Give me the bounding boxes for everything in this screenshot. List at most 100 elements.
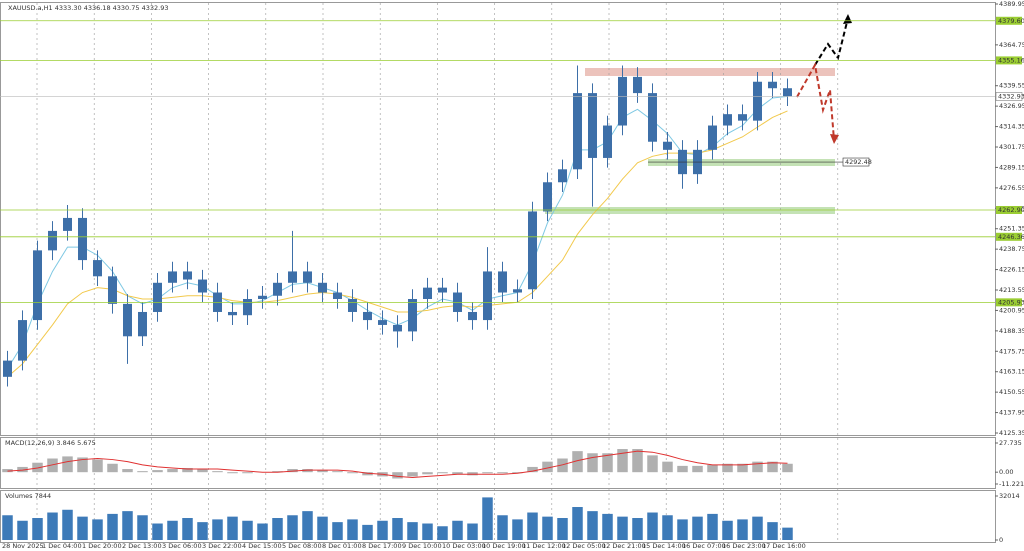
candle-body bbox=[168, 271, 177, 283]
volume-bar bbox=[542, 516, 553, 540]
y-tick-label: 4301.75 bbox=[999, 143, 1024, 151]
volume-bar bbox=[332, 522, 343, 540]
volume-bar bbox=[137, 515, 148, 540]
volume-bar bbox=[602, 513, 613, 540]
x-tick-label: 11 Dec 12:00 bbox=[522, 542, 566, 550]
candle-body bbox=[18, 320, 27, 361]
macd-bar bbox=[2, 469, 13, 473]
volume-bar bbox=[647, 512, 658, 540]
volume-bar bbox=[752, 516, 763, 540]
y-tick-label: 4125.35 bbox=[999, 429, 1024, 437]
candle-body bbox=[123, 303, 132, 337]
volume-bar bbox=[32, 518, 43, 540]
macd-bar bbox=[77, 457, 88, 473]
volume-bar bbox=[467, 523, 478, 540]
volume-bar bbox=[767, 522, 778, 540]
arrow-head bbox=[843, 14, 852, 24]
level-label: 4246.36 bbox=[998, 233, 1024, 241]
candle-body bbox=[498, 271, 507, 293]
candle-body bbox=[393, 324, 402, 332]
y-tick-label: 4389.95 bbox=[999, 0, 1024, 8]
candle-body bbox=[228, 311, 237, 316]
volume-bar bbox=[362, 524, 373, 540]
macd-bar bbox=[617, 449, 628, 473]
macd-bar bbox=[482, 472, 493, 474]
volume-bar bbox=[392, 518, 403, 540]
volume-bar bbox=[62, 509, 73, 540]
y-tick-label: 4188.35 bbox=[999, 327, 1024, 335]
macd-bar bbox=[422, 472, 433, 475]
y-tick-label: 4326.95 bbox=[999, 102, 1024, 110]
macd-bar bbox=[302, 469, 313, 473]
x-tick-label: 10 Dec 03:00 bbox=[442, 542, 486, 550]
y-tick-label: 0.00 bbox=[999, 468, 1013, 476]
volume-bar bbox=[722, 520, 733, 540]
y-tick-label: 4289.15 bbox=[999, 163, 1024, 171]
macd-bar bbox=[467, 472, 478, 476]
macd-bar bbox=[287, 469, 298, 473]
candle-body bbox=[543, 182, 552, 212]
x-tick-label: 12 Dec 21:00 bbox=[602, 542, 646, 550]
candle-body bbox=[738, 114, 747, 121]
candle-body bbox=[438, 287, 447, 293]
arrow-head bbox=[830, 134, 839, 144]
volume-bar bbox=[182, 518, 193, 540]
y-tick-label: 4251.35 bbox=[999, 225, 1024, 233]
candle-body bbox=[468, 311, 477, 321]
candle-body bbox=[378, 320, 387, 325]
x-tick-label: 8 Dec 17:00 bbox=[362, 542, 402, 550]
macd-bar bbox=[62, 456, 73, 473]
y-tick-label: 4175.75 bbox=[999, 347, 1024, 355]
y-tick-label: 32014 bbox=[999, 492, 1020, 500]
candle-body bbox=[183, 271, 192, 280]
annotation-label: 4292.48 bbox=[845, 158, 872, 166]
macd-bar bbox=[497, 472, 508, 474]
candle-body bbox=[423, 287, 432, 299]
volume-bar bbox=[257, 523, 268, 540]
candle-body bbox=[768, 81, 777, 89]
x-tick-label: 8 Dec 01:00 bbox=[322, 542, 362, 550]
x-tick-label: 1 Dec 04:00 bbox=[42, 542, 82, 550]
x-tick-label: 4 Dec 15:00 bbox=[242, 542, 282, 550]
candle-body bbox=[288, 271, 297, 283]
candle-body bbox=[408, 298, 417, 332]
x-tick-label: 3 Dec 22:00 bbox=[202, 542, 242, 550]
volume-bar bbox=[197, 522, 208, 540]
candle-body bbox=[663, 141, 672, 150]
macd-bar bbox=[122, 469, 133, 473]
macd-bar bbox=[782, 463, 793, 473]
y-tick-label: 4200.95 bbox=[999, 306, 1024, 314]
current-price-label: 4332.93 bbox=[998, 92, 1024, 100]
current-price-bg bbox=[995, 92, 1023, 101]
candle-body bbox=[603, 125, 612, 158]
y-tick-label: 4226.15 bbox=[999, 266, 1024, 274]
volume-bar bbox=[107, 513, 118, 540]
y-tick-label: 4364.75 bbox=[999, 41, 1024, 49]
macd-bar bbox=[362, 472, 373, 476]
macd-bar bbox=[92, 459, 103, 473]
volume-bar bbox=[17, 520, 28, 540]
macd-bar bbox=[632, 449, 643, 473]
candle-body bbox=[753, 81, 762, 121]
volume-bar bbox=[122, 511, 133, 540]
macd-bar bbox=[707, 464, 718, 473]
volume-bar bbox=[512, 519, 523, 540]
candle-body bbox=[48, 230, 57, 251]
level-label-bg bbox=[996, 298, 1022, 307]
volume-bar bbox=[572, 507, 583, 540]
macd-bar bbox=[557, 458, 568, 473]
macd-bar bbox=[752, 461, 763, 473]
macd-bar bbox=[17, 466, 28, 473]
volume-bar bbox=[2, 515, 13, 540]
y-tick-label: -11.221 bbox=[999, 480, 1024, 488]
volume-bar bbox=[737, 519, 748, 540]
macd-bar bbox=[317, 470, 328, 473]
volume-bar bbox=[527, 512, 538, 540]
y-tick-label: 4339.55 bbox=[999, 82, 1024, 90]
volume-bar bbox=[707, 513, 718, 540]
volume-bar bbox=[437, 526, 448, 540]
x-tick-label: 15 Dec 14:00 bbox=[642, 542, 686, 550]
x-tick-label: 3 Dec 06:00 bbox=[162, 542, 202, 550]
volume-bar bbox=[302, 511, 313, 540]
volume-bar bbox=[587, 511, 598, 540]
